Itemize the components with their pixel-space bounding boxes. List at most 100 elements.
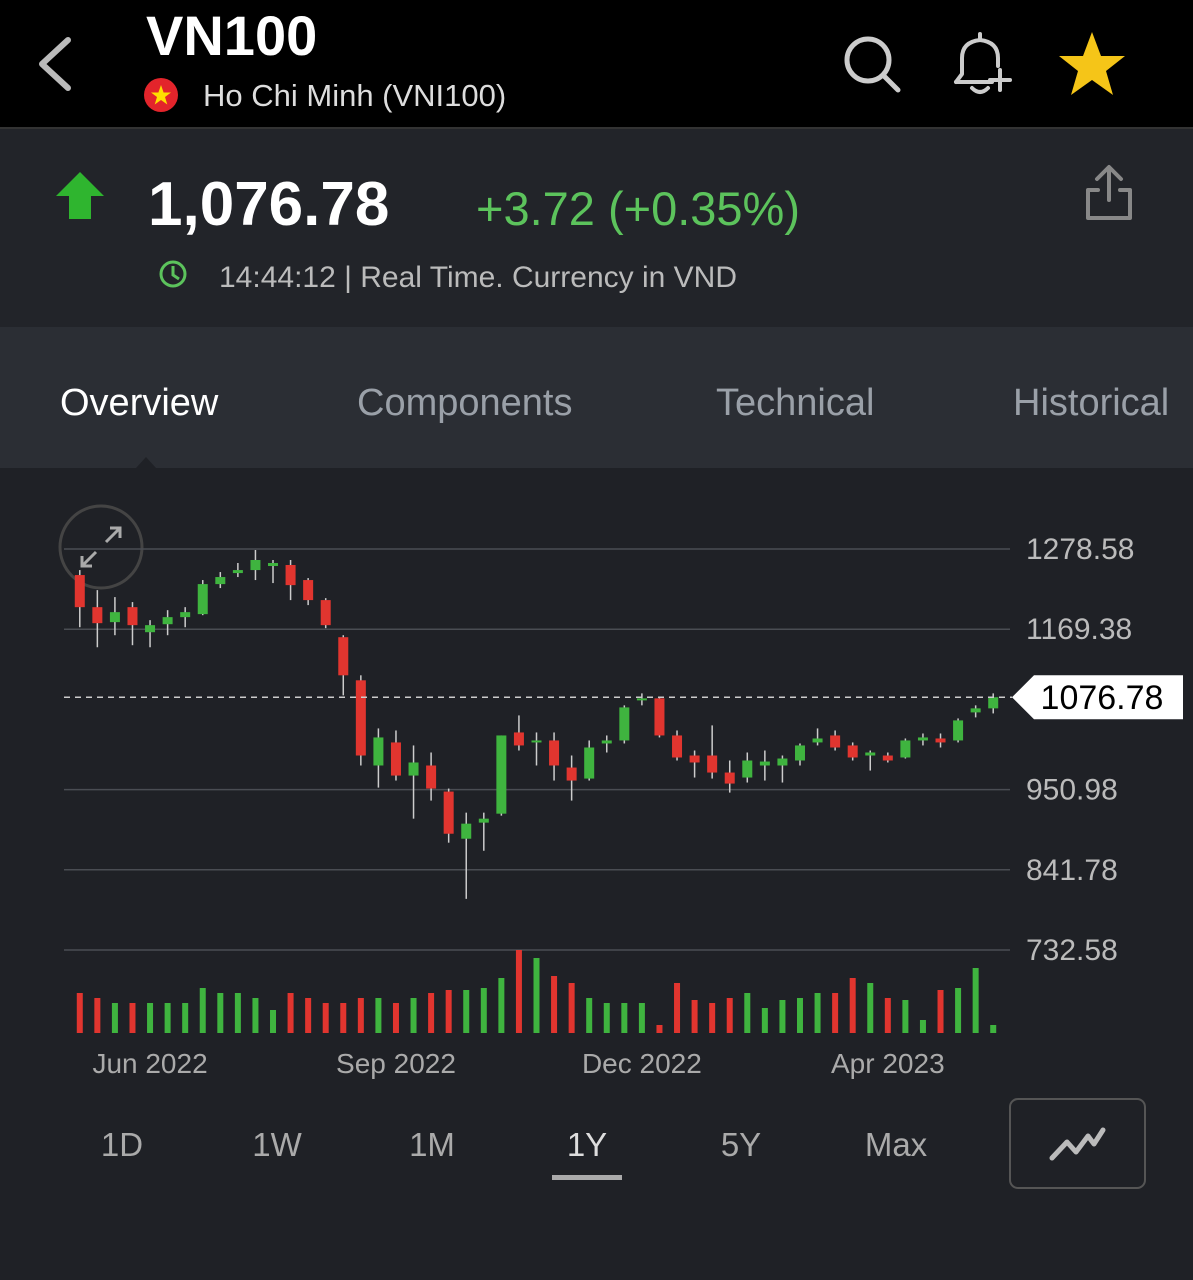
volume-bar	[814, 993, 821, 1033]
candle-body	[953, 720, 964, 741]
expand-button[interactable]	[58, 504, 144, 590]
range-underline	[552, 1175, 622, 1180]
candle-body	[689, 755, 700, 763]
candle-body	[373, 737, 384, 766]
candle-body	[320, 600, 331, 626]
range-button[interactable]: 1M	[409, 1126, 455, 1163]
tab[interactable]: Components	[357, 382, 572, 424]
divider	[0, 127, 1193, 129]
tab[interactable]: Overview	[60, 382, 219, 424]
volume-bar	[217, 993, 224, 1033]
candle-body	[250, 560, 261, 571]
favorite-button[interactable]	[1059, 32, 1125, 95]
flag	[144, 78, 178, 112]
volume-bar	[270, 1010, 277, 1033]
back-button[interactable]	[39, 37, 71, 91]
share-button[interactable]	[1086, 165, 1132, 220]
candle-body	[285, 564, 296, 586]
tab[interactable]: Historical	[1013, 382, 1169, 424]
title: VN100	[146, 4, 317, 67]
candle-body	[162, 617, 173, 625]
candle-body	[513, 732, 524, 746]
volume-bar	[252, 998, 259, 1033]
top-bar	[0, 0, 1193, 127]
candle-body	[92, 607, 103, 624]
volume-bar	[164, 1003, 171, 1033]
candle-body	[812, 738, 823, 743]
volume-bar	[305, 998, 312, 1033]
range-button[interactable]: 1D	[101, 1126, 143, 1163]
change: +3.72 (+0.35%)	[476, 182, 800, 235]
volume-bar	[779, 1000, 786, 1033]
volume-bar	[796, 998, 803, 1033]
volume-bar	[76, 993, 83, 1033]
candle-body	[636, 698, 647, 701]
volume-bar	[955, 988, 962, 1033]
price: 1,076.78	[148, 170, 389, 239]
clock-icon	[159, 260, 187, 288]
y-tick-label: 1169.38	[1026, 613, 1132, 646]
candle-body	[707, 755, 718, 773]
range-button[interactable]: 1Y	[567, 1126, 607, 1163]
volume-bar	[129, 1003, 136, 1033]
candle-body	[882, 755, 893, 761]
candle-body	[390, 742, 401, 776]
exchange: Ho Chi Minh (VNI100)	[203, 78, 506, 113]
candle-body	[777, 758, 788, 766]
y-tick-label: 1278.58	[1026, 533, 1134, 566]
candle-body	[355, 680, 366, 756]
volume-bar	[392, 1003, 399, 1033]
y-tick-label: 950.98	[1026, 774, 1118, 807]
candle-body	[566, 767, 577, 781]
volume-bar	[638, 1003, 645, 1033]
volume-bar	[656, 1025, 663, 1033]
candle-body	[303, 580, 314, 601]
candle-body	[426, 765, 437, 789]
candle-body	[531, 740, 542, 743]
tab-bar	[0, 327, 1193, 468]
volume-bar	[533, 958, 540, 1033]
tab-pointer	[136, 457, 156, 468]
candle-body	[268, 563, 279, 567]
candle-body	[338, 637, 349, 676]
volume-bar	[428, 993, 435, 1033]
volume-bar	[147, 1003, 154, 1033]
volume-bar	[463, 990, 470, 1033]
volume-bar	[94, 998, 101, 1033]
quote-panel	[0, 129, 1193, 327]
tab[interactable]: Technical	[716, 382, 874, 424]
candle-body	[549, 740, 560, 766]
range-button[interactable]: Max	[865, 1126, 928, 1163]
volume-bar	[867, 983, 874, 1033]
chart-style-button[interactable]	[1009, 1098, 1146, 1189]
volume-bar	[287, 993, 294, 1033]
volume-bar	[322, 1003, 329, 1033]
volume-bar	[603, 1003, 610, 1033]
volume-bar	[340, 1003, 347, 1033]
range-button[interactable]: 5Y	[721, 1126, 761, 1163]
candle-body	[917, 737, 928, 741]
volume-bar	[937, 990, 944, 1033]
status: 14:44:12 | Real Time. Currency in VND	[219, 261, 737, 294]
volume-bar	[902, 1000, 909, 1033]
volume-bar	[568, 983, 575, 1033]
candle-body	[443, 791, 454, 834]
volume-bar	[111, 1003, 118, 1033]
search-button[interactable]	[844, 36, 901, 93]
volume-bar	[445, 990, 452, 1033]
volume-bar	[990, 1025, 997, 1033]
x-tick-label: Sep 2022	[336, 1048, 456, 1079]
alert-button[interactable]	[954, 32, 1012, 94]
candle-body	[724, 772, 735, 784]
y-tick-label: 841.78	[1026, 854, 1118, 887]
volume-bar	[744, 993, 751, 1033]
candle-body	[601, 740, 612, 744]
last-price-label: 1076.78	[1041, 679, 1164, 717]
volume-bar	[586, 998, 593, 1033]
range-button[interactable]: 1W	[252, 1126, 302, 1163]
candle-body	[232, 570, 243, 574]
volume-bar	[674, 983, 681, 1033]
candle-body	[496, 735, 507, 814]
